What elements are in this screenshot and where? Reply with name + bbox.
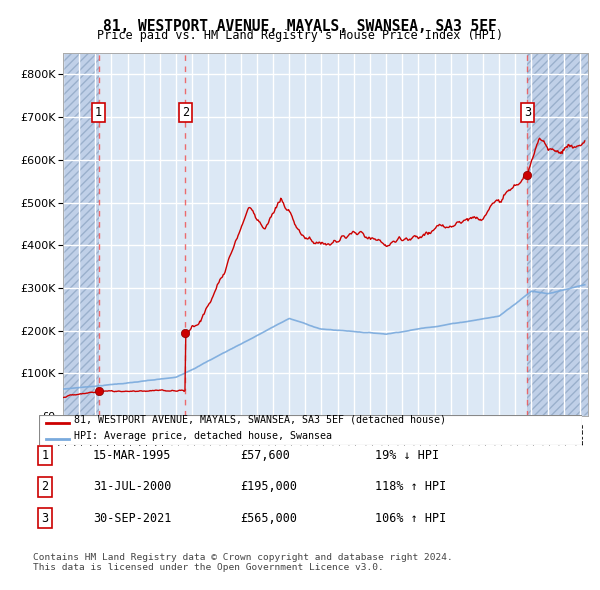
Text: Price paid vs. HM Land Registry's House Price Index (HPI): Price paid vs. HM Land Registry's House …	[97, 30, 503, 42]
Text: 106% ↑ HPI: 106% ↑ HPI	[375, 512, 446, 525]
Text: 31-JUL-2000: 31-JUL-2000	[93, 480, 172, 493]
Text: 15-MAR-1995: 15-MAR-1995	[93, 449, 172, 462]
Text: 30-SEP-2021: 30-SEP-2021	[93, 512, 172, 525]
Text: Contains HM Land Registry data © Crown copyright and database right 2024.: Contains HM Land Registry data © Crown c…	[33, 553, 453, 562]
Text: 19% ↓ HPI: 19% ↓ HPI	[375, 449, 439, 462]
Text: 81, WESTPORT AVENUE, MAYALS, SWANSEA, SA3 5EF: 81, WESTPORT AVENUE, MAYALS, SWANSEA, SA…	[103, 19, 497, 34]
Text: 1: 1	[95, 106, 102, 119]
Text: £57,600: £57,600	[240, 449, 290, 462]
Text: £195,000: £195,000	[240, 480, 297, 493]
Text: 3: 3	[524, 106, 531, 119]
Text: 2: 2	[182, 106, 189, 119]
Text: £565,000: £565,000	[240, 512, 297, 525]
Text: HPI: Average price, detached house, Swansea: HPI: Average price, detached house, Swan…	[74, 431, 332, 441]
Bar	[63, 53, 98, 416]
Text: 81, WESTPORT AVENUE, MAYALS, SWANSEA, SA3 5EF (detached house): 81, WESTPORT AVENUE, MAYALS, SWANSEA, SA…	[74, 415, 446, 425]
Text: 1: 1	[41, 449, 49, 462]
Text: This data is licensed under the Open Government Licence v3.0.: This data is licensed under the Open Gov…	[33, 563, 384, 572]
Text: 3: 3	[41, 512, 49, 525]
Text: 118% ↑ HPI: 118% ↑ HPI	[375, 480, 446, 493]
Bar	[527, 53, 588, 416]
Text: 2: 2	[41, 480, 49, 493]
